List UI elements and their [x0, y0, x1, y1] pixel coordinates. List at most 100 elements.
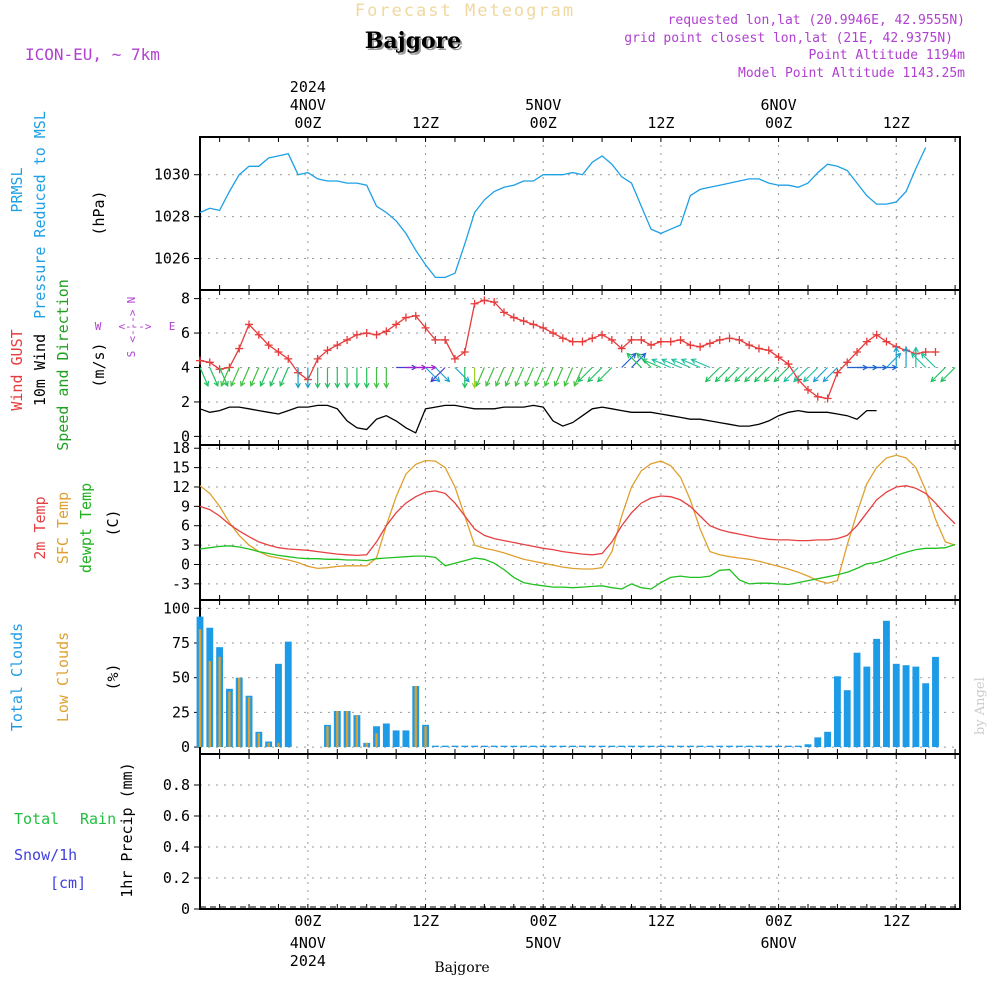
- gust-marker: [833, 368, 842, 377]
- total-cloud-bar: [441, 745, 449, 748]
- ytick-label: 0: [181, 427, 190, 445]
- rain-label: Rain: [80, 810, 116, 828]
- wind-direction-arrow: [641, 358, 662, 369]
- total-cloud-bar: [392, 730, 400, 748]
- wind-direction-arrow: [631, 352, 647, 368]
- total-cloud-bar: [696, 745, 704, 748]
- ytick-label: 50: [172, 669, 190, 687]
- total-cloud-bar: [843, 690, 851, 748]
- wind-direction-arrow: [886, 352, 902, 368]
- total-cloud-bar: [480, 745, 488, 748]
- total-cloud-bar: [500, 745, 508, 748]
- low-cloud-bar: [345, 710, 349, 748]
- gust-marker: [343, 335, 352, 344]
- gust-marker: [804, 385, 812, 394]
- gust-marker: [676, 335, 685, 344]
- wind-direction-arrow: [920, 352, 936, 368]
- total-cloud-bar: [628, 745, 635, 748]
- wind-direction-arrow: [334, 367, 341, 389]
- wind-direction-arrow: [744, 367, 760, 383]
- wind-direction-arrow: [279, 367, 289, 388]
- total-cloud-bar: [716, 745, 724, 748]
- clouds-unit: (%): [104, 663, 122, 690]
- sfc-temp-line: [199, 454, 956, 584]
- compass-horizontal: <--->: [118, 320, 151, 333]
- gust-marker: [666, 337, 675, 346]
- low-cloud-bar: [247, 697, 251, 748]
- gust-marker: [813, 392, 822, 401]
- total-cloud-bar: [726, 745, 733, 748]
- gust-marker: [725, 334, 734, 343]
- gust-marker: [588, 334, 597, 343]
- wind-direction-arrow: [324, 367, 331, 389]
- gust-marker: [382, 327, 391, 336]
- total-cloud-bar: [706, 745, 714, 748]
- gust-marker: [509, 313, 518, 322]
- total-cloud-bar: [431, 745, 439, 748]
- gust-marker: [205, 358, 214, 367]
- gust-marker: [627, 335, 636, 344]
- total-cloud-bar: [922, 683, 930, 748]
- bottom-time-tick: 00Z: [530, 912, 557, 930]
- gust-marker: [539, 323, 548, 332]
- wind-direction-arrow: [524, 367, 534, 388]
- temp-2m-line: [199, 485, 956, 557]
- ytick-label: 18: [172, 439, 190, 457]
- total-cloud-bar: [912, 666, 920, 748]
- low-cloud-bar: [326, 726, 329, 748]
- bottom-time-tick: 00Z: [294, 912, 321, 930]
- low-cloud-bar: [257, 733, 260, 748]
- gust-marker: [313, 354, 322, 363]
- total-cloud-bar: [647, 745, 655, 748]
- requested-coords: requested lon,lat (20.9946E, 42.9555N): [668, 13, 965, 28]
- pressure-unit: (hPa): [90, 190, 108, 235]
- ytick-label: 15: [172, 459, 190, 477]
- gust-line: [199, 299, 936, 400]
- gust-marker: [401, 313, 410, 322]
- wind-direction-arrow: [563, 367, 574, 388]
- low-cloud-bar: [208, 661, 211, 748]
- compass-north: N: [125, 297, 138, 304]
- wind-direction-arrow: [753, 367, 770, 383]
- ytick-label: 0: [181, 555, 190, 573]
- total-cloud-bar: [284, 641, 292, 748]
- gust-marker: [931, 348, 940, 356]
- point-altitude: Point Altitude 1194m: [808, 48, 965, 63]
- gust-marker: [421, 323, 430, 332]
- ytick-label: 0.8: [163, 776, 190, 794]
- dewpt-temp-line: [199, 543, 956, 590]
- ytick-label: 0.6: [163, 807, 190, 825]
- ytick-label: 100: [163, 599, 190, 617]
- gust-marker: [245, 320, 254, 329]
- gust-marker: [264, 341, 273, 350]
- total-cloud-bar: [618, 745, 626, 748]
- wind-direction-arrow: [812, 367, 829, 383]
- gust-marker: [352, 330, 361, 339]
- total-cloud-bar: [510, 745, 518, 748]
- gust-marker: [754, 344, 763, 353]
- wind-direction-arrow: [553, 367, 564, 388]
- wind-direction-arrow: [680, 358, 701, 369]
- ytick-label: 1030: [154, 166, 190, 184]
- panel-frame: [199, 753, 961, 910]
- gust-marker: [529, 320, 538, 329]
- wind-direction-arrow: [373, 367, 380, 389]
- total-cloud-bar: [520, 745, 528, 748]
- wind-direction-arrow: [344, 367, 351, 389]
- gust-marker: [519, 317, 528, 325]
- temp-2m-label: 2m Temp: [31, 496, 49, 559]
- gust-marker: [764, 346, 773, 355]
- ytick-label: 0.4: [163, 838, 190, 856]
- gust-marker: [598, 330, 607, 339]
- total-cloud-bar: [569, 745, 577, 748]
- total-cloud-bar: [755, 745, 763, 748]
- wind-direction-arrow: [893, 346, 900, 368]
- total-cloud-bar: [814, 737, 822, 748]
- bottom-time-tick: 12Z: [647, 912, 674, 930]
- total-cloud-bar: [529, 745, 537, 748]
- gust-marker: [362, 329, 371, 338]
- wind-direction-arrow: [259, 367, 270, 388]
- ytick-label: 0.2: [163, 869, 190, 887]
- gust-marker: [480, 296, 489, 305]
- total-cloud-bar: [863, 666, 871, 748]
